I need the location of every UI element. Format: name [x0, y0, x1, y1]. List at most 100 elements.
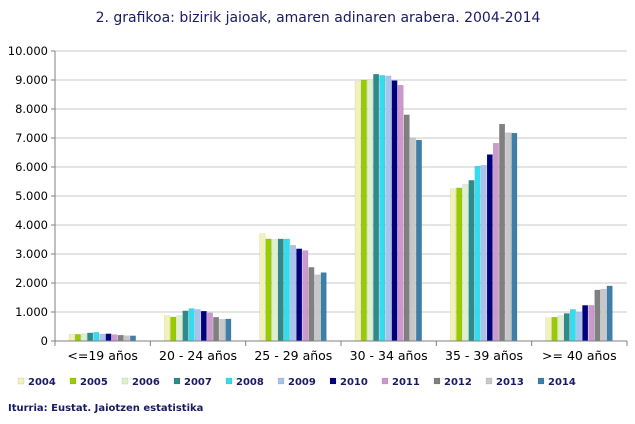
legend-swatch-2011: [381, 377, 389, 385]
bar-30-34-a-os-2007: [373, 73, 380, 342]
bar-35-39-a-os-2014: [511, 132, 518, 342]
bar-40-a-os-2014: [606, 285, 613, 342]
bar-20-24-a-os-2004: [164, 315, 171, 342]
bar-40-a-os-2008: [569, 309, 576, 342]
y-tick-label-1000: 1.000: [15, 305, 48, 319]
bar-30-34-a-os-2011: [397, 85, 404, 342]
bar-20-24-a-os-2008: [188, 308, 195, 342]
bar-30-34-a-os-2012: [403, 114, 410, 342]
bar-40-a-os-2006: [557, 315, 564, 342]
y-tick-label-2000: 2.000: [15, 276, 48, 290]
legend-swatch-2009: [277, 377, 285, 385]
bar-19-a-os-2006: [81, 333, 87, 342]
y-tick-label-6000: 6.000: [15, 160, 48, 174]
bar-25-29-a-os-2005: [265, 238, 272, 342]
legend-swatch-2004: [17, 377, 25, 385]
bar-30-34-a-os-2013: [409, 137, 416, 342]
x-tick-label-20-24-a-os: 20 - 24 años: [159, 348, 237, 363]
y-tick-label-3000: 3.000: [15, 247, 48, 261]
bar-35-39-a-os-2006: [462, 184, 469, 342]
bar-20-24-a-os-2014: [225, 318, 232, 342]
legend-label-2005: 2005: [80, 377, 108, 388]
y-tick-label-9000: 9.000: [15, 73, 48, 87]
bar-40-a-os-2007: [563, 313, 570, 342]
legend-label-2013: 2013: [496, 377, 524, 388]
bar-20-24-a-os-2010: [200, 310, 207, 342]
bar-35-39-a-os-2007: [468, 180, 475, 342]
bar-40-a-os-2009: [576, 311, 582, 342]
chart-title: 2. grafikoa: bizirik jaioak, amaren adin…: [96, 10, 541, 26]
bar-30-34-a-os-2004: [354, 81, 361, 342]
legend-label-2006: 2006: [132, 377, 160, 388]
y-tick-label-7000: 7.000: [15, 131, 48, 145]
legend-label-2009: 2009: [288, 377, 316, 388]
legend-swatch-2010: [329, 377, 337, 385]
bar-25-29-a-os-2013: [314, 274, 321, 342]
bar-25-29-a-os-2009: [290, 245, 296, 342]
bar-19-a-os-2013: [123, 335, 130, 342]
bar-30-34-a-os-2009: [385, 75, 392, 342]
bar-25-29-a-os-2014: [320, 272, 327, 342]
bar-20-24-a-os-2012: [213, 317, 220, 342]
bar-20-24-a-os-2011: [206, 312, 213, 342]
legend-swatch-2007: [173, 377, 181, 385]
y-tick-label-10000: 10.000: [8, 44, 48, 58]
y-tick-label-5000: 5.000: [15, 189, 48, 203]
bar-19-a-os-2012: [117, 335, 124, 342]
bar-20-24-a-os-2006: [176, 315, 183, 342]
bar-40-a-os-2013: [600, 288, 607, 342]
legend-swatch-2014: [537, 377, 545, 385]
legend-swatch-2006: [121, 377, 129, 385]
legend-label-2008: 2008: [236, 377, 264, 388]
grid-layer: [55, 50, 627, 313]
bar-25-29-a-os-2004: [259, 233, 266, 342]
bar-35-39-a-os-2004: [450, 188, 457, 342]
y-tick-label-8000: 8.000: [15, 102, 48, 116]
x-tick-label-40-a-os: >= 40 años: [542, 348, 617, 363]
bar-19-a-os-2004: [68, 334, 75, 342]
bar-30-34-a-os-2008: [379, 75, 386, 342]
bar-30-34-a-os-2010: [391, 80, 398, 342]
x-tick-label-35-39-a-os: 35 - 39 años: [445, 348, 523, 363]
legend: 2004 2005 2006 2007 2008 2009 2010 2011 2012 2013…: [17, 377, 576, 388]
x-axis-ticks: <=19 años 20 - 24 años 25 - 29 años 30 - 34…: [54, 341, 628, 363]
legend-label-2010: 2010: [340, 377, 368, 388]
bar-25-29-a-os-2008: [283, 238, 290, 342]
bar-40-a-os-2011: [588, 305, 595, 342]
x-tick-label-19-a-os: <=19 años: [67, 348, 138, 363]
legend-swatch-2005: [69, 377, 77, 385]
bar-40-a-os-2012: [594, 289, 601, 342]
bar-35-39-a-os-2013: [505, 132, 512, 342]
x-tick-label-30-34-a-os: 30 - 34 años: [350, 348, 428, 363]
bar-19-a-os-2009: [99, 333, 106, 342]
legend-label-2012: 2012: [444, 377, 472, 388]
bar-19-a-os-2010: [105, 333, 112, 342]
legend-label-2014: 2014: [548, 377, 576, 388]
y-tick-label-0: 0: [41, 334, 48, 348]
y-tick-label-4000: 4.000: [15, 218, 48, 232]
bar-25-29-a-os-2007: [277, 238, 284, 342]
bar-25-29-a-os-2006: [271, 239, 278, 342]
bar-20-24-a-os-2005: [170, 316, 177, 342]
bar-35-39-a-os-2010: [486, 154, 493, 342]
bar-19-a-os-2011: [111, 334, 118, 342]
bar-35-39-a-os-2012: [499, 123, 506, 342]
legend-swatch-2013: [485, 377, 493, 385]
bar-19-a-os-2005: [74, 334, 81, 342]
bar-35-39-a-os-2008: [474, 165, 481, 342]
legend-swatch-2008: [225, 377, 233, 385]
bar-40-a-os-2010: [582, 305, 589, 342]
bar-40-a-os-2004: [545, 317, 552, 342]
x-tick-label-25-29-a-os: 25 - 29 años: [254, 348, 332, 363]
bar-35-39-a-os-2005: [456, 187, 463, 342]
bar-30-34-a-os-2006: [367, 79, 373, 342]
legend-label-2004: 2004: [28, 377, 56, 388]
legend-swatch-2012: [433, 377, 441, 385]
bar-19-a-os-2007: [87, 332, 94, 342]
legend-label-2007: 2007: [184, 377, 212, 388]
bar-35-39-a-os-2009: [480, 165, 487, 342]
bar-30-34-a-os-2014: [416, 139, 422, 342]
bar-19-a-os-2014: [130, 335, 136, 342]
bar-30-34-a-os-2005: [360, 79, 367, 342]
